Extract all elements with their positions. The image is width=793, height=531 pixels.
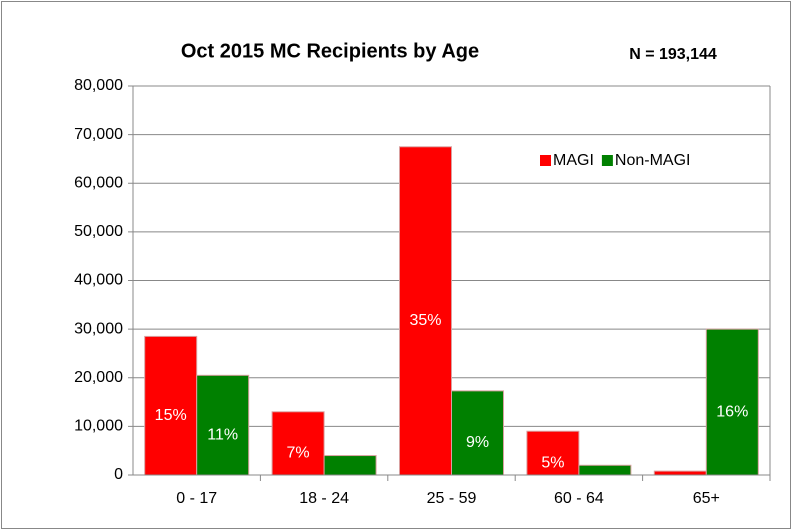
y-tick-label: 60,000 bbox=[74, 174, 123, 191]
y-tick-label: 40,000 bbox=[74, 272, 123, 289]
x-tick-label: 65+ bbox=[693, 490, 720, 507]
bar bbox=[323, 455, 377, 476]
y-tick-label: 0 bbox=[114, 466, 123, 483]
bar bbox=[526, 430, 580, 476]
x-tick-label: 18 - 24 bbox=[299, 490, 349, 507]
y-tick-label: 30,000 bbox=[74, 320, 123, 337]
data-label: 11% bbox=[207, 426, 238, 443]
bar bbox=[271, 411, 325, 476]
data-label: 16% bbox=[716, 403, 748, 420]
bar bbox=[196, 374, 250, 476]
chart-title: Oct 2015 MC Recipients by Age bbox=[181, 40, 479, 62]
y-tick-label: 50,000 bbox=[74, 223, 123, 240]
bar bbox=[399, 146, 452, 476]
data-label: 5% bbox=[541, 454, 564, 471]
legend-label: Non-MAGI bbox=[615, 152, 691, 169]
data-label: 15% bbox=[155, 407, 187, 424]
x-tick-label: 0 - 17 bbox=[176, 490, 217, 507]
data-label: 9% bbox=[466, 434, 489, 451]
data-label: 35% bbox=[409, 312, 441, 329]
x-tick-label: 25 - 59 bbox=[427, 490, 477, 507]
data-label: 7% bbox=[287, 445, 310, 462]
y-tick-label: 10,000 bbox=[74, 418, 123, 435]
annotation: N = 193,144 bbox=[629, 46, 717, 63]
bar bbox=[144, 335, 198, 476]
legend-swatch bbox=[601, 155, 613, 166]
y-tick-label: 20,000 bbox=[74, 369, 123, 386]
x-tick-label: 60 - 64 bbox=[554, 490, 604, 507]
legend-swatch bbox=[540, 155, 551, 166]
bar bbox=[451, 390, 504, 476]
bar bbox=[705, 328, 759, 476]
bar bbox=[653, 470, 707, 476]
bar bbox=[578, 464, 632, 476]
legend-label: MAGI bbox=[553, 152, 594, 169]
y-tick-label: 80,000 bbox=[74, 77, 123, 94]
y-tick-label: 70,000 bbox=[74, 126, 123, 143]
